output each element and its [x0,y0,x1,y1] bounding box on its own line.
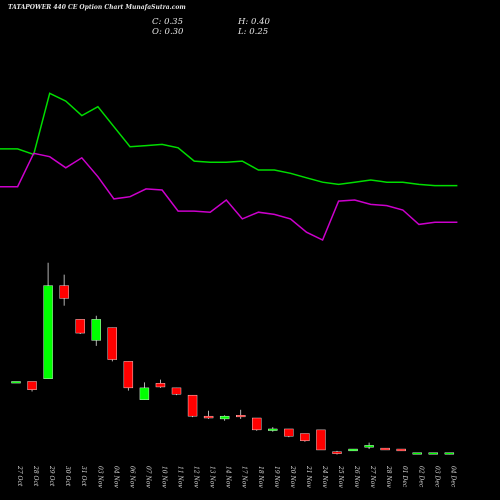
candle-body [316,429,326,451]
candle-body [91,319,101,341]
candle-body [284,428,294,437]
x-tick-label: 18 Nov [257,466,264,488]
x-tick-label: 03 Nov [96,466,103,488]
x-tick-label: 21 Nov [305,465,312,488]
candle-body [332,451,342,454]
candle-body [444,452,455,455]
candle [27,381,37,392]
candle [91,315,101,346]
candle-body [203,415,214,419]
candle [11,381,21,384]
x-axis-labels: 27 Oct 28 Oct 29 Oct 30 Oct 31 Oct 03 Nov 04 N… [16,465,456,488]
x-tick-label: 20 Nov [289,465,296,488]
candle [412,452,422,455]
x-tick-label: 13 Nov [209,466,216,488]
candle [268,427,278,432]
x-tick-label: 04 Nov [112,466,119,488]
candle-body [268,428,278,431]
x-tick-label: 26 Nov [353,465,360,488]
candle-body [27,381,37,390]
candle [332,450,342,455]
candle-body [75,319,85,334]
candle [75,319,85,334]
candle [300,433,310,442]
x-tick-label: 11 Nov [177,466,184,488]
candle [59,274,69,306]
x-tick-label: 07 Nov [144,466,151,488]
low-value: L: 0.25 [238,27,269,37]
x-tick-label: 19 Nov [273,466,280,488]
candle [348,448,358,452]
candle-body [396,448,406,452]
candle-body [123,361,134,389]
candle [219,415,230,421]
candle [252,417,262,431]
candle [444,452,455,455]
x-tick-label: 27 Nov [369,465,376,488]
candle [235,409,246,419]
candle [316,429,326,451]
candle [155,379,166,388]
candles [11,262,455,455]
candle-body [252,417,262,431]
candle-body [364,445,374,448]
candle [203,410,214,419]
candle-body [235,415,246,418]
candle [43,262,53,379]
candle-body [43,285,53,379]
x-tick-label: 25 Nov [337,465,344,488]
x-tick-label: 01 Dec [401,466,408,488]
candle-body [348,448,358,452]
candle-body [155,383,166,388]
candle [123,361,134,391]
candle [139,382,150,400]
candle [380,447,390,451]
x-tick-label: 24 Nov [321,465,328,488]
candle-body [380,447,390,451]
candle-body [139,387,150,400]
x-tick-label: 06 Nov [128,466,135,488]
x-tick-label: 27 Oct [16,465,23,487]
x-tick-label: 14 Nov [225,466,232,488]
indicator-lines [0,92,458,242]
candle [364,442,374,450]
candle-body [300,433,310,442]
candle [107,327,118,362]
chart-title: TATAPOWER 440 CE Option Chart MunafaSutr… [8,4,186,11]
x-tick-label: 30 Oct [64,466,71,487]
candle-body [59,285,69,299]
candle [428,452,438,455]
candle-body [11,381,21,384]
x-tick-label: 17 Nov [241,466,248,488]
open-value: O: 0.30 [152,27,184,37]
candle-body [428,452,438,455]
x-tick-label: 12 Nov [193,466,200,488]
candle-body [412,452,422,455]
candle [396,448,406,452]
x-tick-label: 04 Dec [449,466,456,488]
x-tick-label: 02 Dec [417,466,424,488]
x-tick-label: 29 Oct [48,465,55,487]
close-value: C: 0.35 [152,17,183,27]
candle-body [187,394,198,417]
candle [171,387,182,396]
candle [284,428,294,438]
candle-body [171,387,182,395]
magenta-indicator-line [0,152,458,242]
green-indicator-line [0,92,458,187]
candle-body [107,327,118,360]
candle [187,394,198,418]
candle-body [219,415,230,420]
high-value: H: 0.40 [238,17,270,27]
x-tick-label: 28 Oct [32,465,39,487]
x-tick-label: 31 Oct [80,466,87,487]
x-tick-label: 03 Dec [433,466,440,488]
x-tick-label: 28 Nov [385,465,392,488]
x-tick-label: 10 Nov [160,466,167,488]
